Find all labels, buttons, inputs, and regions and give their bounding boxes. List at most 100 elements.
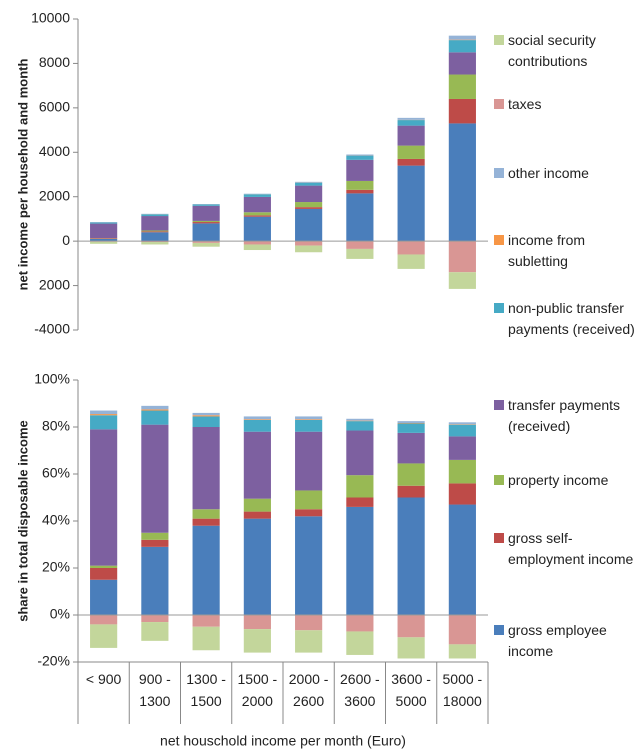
bar-segment [141, 216, 169, 231]
bar-segment [346, 193, 374, 242]
bar-segment [448, 644, 476, 659]
bar-segment [192, 416, 220, 427]
bar-segment [141, 539, 169, 547]
x-tick-label: 900 - 1300 [138, 671, 171, 709]
bar-segment [346, 180, 374, 190]
bar-segment [243, 511, 271, 519]
bar-segment [90, 624, 118, 648]
bar-segment [295, 431, 323, 491]
bar-segment [346, 430, 374, 476]
bar-segment [243, 419, 271, 432]
y-tick-label: 100% [34, 371, 70, 387]
x-tick-label: 1300 - 1500 [186, 671, 226, 709]
bar-segment [346, 631, 374, 655]
bar-segment [90, 579, 118, 615]
y-axis-title: share in total disposable income [15, 420, 30, 622]
bar-segment [346, 475, 374, 498]
legend-label: gross self-employment income [508, 530, 634, 567]
bar-segment [397, 615, 425, 638]
bar-segment [192, 427, 220, 510]
y-tick-label: 60% [42, 465, 70, 481]
bar-segment [90, 222, 118, 224]
bar-segment [346, 159, 374, 181]
bar-segment [243, 431, 271, 499]
x-axis-title: net houschold income per month (Euro) [160, 733, 406, 749]
x-tick-label: 2600 - 3600 [340, 671, 380, 709]
bar-segment [141, 424, 169, 533]
bar-segment [141, 409, 169, 411]
bar-segment [448, 615, 476, 645]
bar-segment [141, 242, 169, 245]
bar-segment [448, 483, 476, 505]
bar-segment [90, 410, 118, 415]
bar-segment [448, 424, 476, 437]
bar-segment [448, 52, 476, 75]
legend-swatch [494, 533, 504, 543]
bar-segment [141, 410, 169, 425]
bar-segment [295, 185, 323, 203]
bar-segment [295, 416, 323, 420]
bar-segment [397, 165, 425, 242]
legend-label: social security contributions [508, 32, 596, 69]
bar-segment [192, 626, 220, 651]
y-tick-label: 4000 [39, 143, 70, 159]
bar-segment [295, 419, 323, 420]
bar-segment [192, 509, 220, 519]
bar-segment [90, 565, 118, 568]
y-tick-label: -20% [37, 653, 70, 669]
legend-label: taxes [508, 96, 542, 112]
bar-segment [346, 421, 374, 431]
bar-segment [397, 497, 425, 615]
y-tick-label: 40% [42, 512, 70, 528]
bar-segment [448, 272, 476, 289]
y-axis-title: net income per household and month [15, 59, 30, 291]
bar-segment [243, 194, 271, 197]
bar-segment [192, 220, 220, 223]
bar-segment [448, 241, 476, 273]
bar-segment [448, 98, 476, 124]
y-tick-label: 2000 [39, 187, 70, 203]
bar-segment [141, 532, 169, 540]
y-tick-label: 8000 [39, 54, 70, 70]
bar-segment [90, 238, 118, 239]
bar-segment [243, 216, 271, 242]
bar-segment [243, 215, 271, 217]
bar-segment [192, 518, 220, 526]
bar-segment [346, 241, 374, 249]
bar-segment [448, 422, 476, 425]
bar-segment [448, 74, 476, 99]
bar-segment [397, 637, 425, 659]
bar-segment [295, 207, 323, 209]
bar-segment [192, 615, 220, 627]
y-tick-label: -4000 [34, 321, 70, 337]
bar-segment [448, 40, 476, 53]
bar-segment [141, 622, 169, 641]
bar-segment [397, 423, 425, 433]
x-tick-label: 2000 - 2600 [288, 671, 329, 709]
x-tick-label: 1500 - 2000 [237, 671, 278, 709]
x-tick-label: < 900 [85, 671, 122, 687]
bar-segment [397, 241, 425, 255]
bar-segment [397, 485, 425, 498]
bar-segment [243, 498, 271, 512]
bar-segment [346, 155, 374, 160]
legend-label: transfer payments (received) [508, 397, 621, 434]
bar-segment [192, 525, 220, 615]
y-tick-label: 2000 [39, 276, 70, 292]
bar-segment [295, 181, 323, 183]
bar-segment [243, 615, 271, 630]
bar-segment [295, 419, 323, 432]
legend-swatch [494, 400, 504, 410]
bar-segment [346, 506, 374, 615]
x-tick-label: 3600 - 5000 [391, 671, 431, 709]
bar-segment [448, 123, 476, 242]
bar-segment [141, 214, 169, 217]
bar-segment [90, 615, 118, 625]
bar-segment [90, 414, 118, 416]
bar-segment [295, 208, 323, 242]
bar-segment [90, 241, 118, 244]
bar-segment [243, 629, 271, 653]
bar-segment [346, 615, 374, 632]
